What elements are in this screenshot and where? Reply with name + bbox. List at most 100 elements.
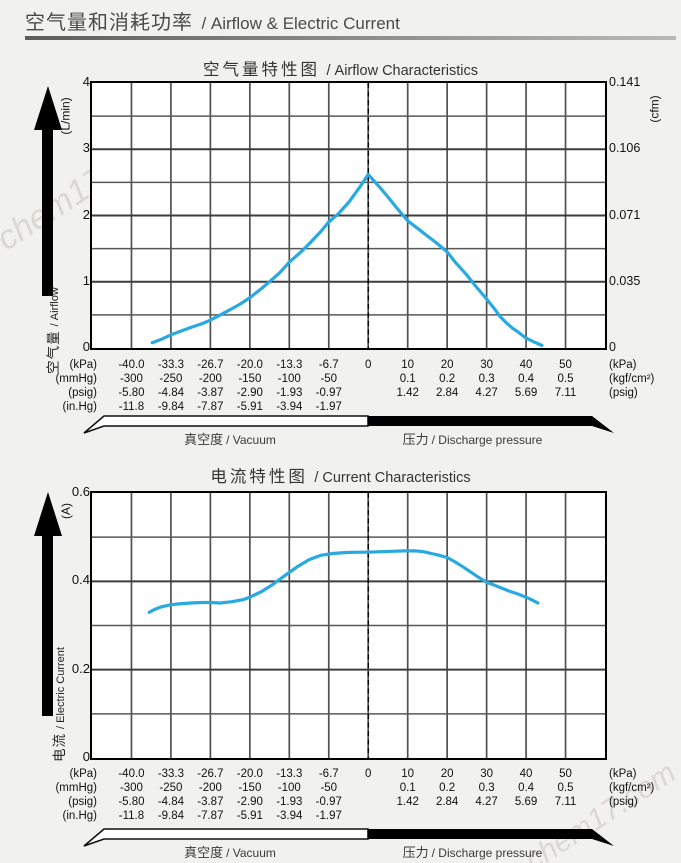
y2-axis-unit-cfm: (cfm)	[648, 95, 663, 123]
current-plot	[90, 491, 607, 760]
y-axis-tick: 1	[82, 272, 90, 288]
y2-axis-tick: 0	[609, 340, 616, 354]
x-axis-unit: (kPa)	[609, 768, 637, 780]
up-arrow-bar	[42, 534, 53, 716]
x-axis-unit: (mmHg)	[55, 373, 97, 385]
x-tick-label: -3.87	[197, 387, 224, 399]
x-tick-label: -100	[277, 782, 301, 794]
y-axis-tick: 4	[82, 74, 90, 89]
x-tick-label: -3.94	[276, 810, 303, 822]
x-tick-label: 1.42	[396, 387, 419, 399]
current-chart-title: 电流特性图 / Current Characteristics	[0, 463, 681, 487]
current-chart-title-cn: 电流特性图	[210, 468, 308, 486]
pressure-arrow-icon	[368, 829, 614, 846]
x-tick-label: 7.11	[554, 796, 577, 808]
x-tick-label: 10	[401, 768, 415, 780]
x-tick-label: -9.84	[157, 810, 185, 822]
airflow-chart-title-en: / Airflow Characteristics	[326, 63, 478, 79]
x-tick-label: 0.3	[478, 782, 495, 794]
vacuum-axis-label: 真空度 / Vacuum	[184, 432, 276, 447]
airflow-axis-en: / Airflow	[48, 286, 61, 326]
x-tick-label: -33.3	[157, 359, 185, 371]
x-tick-label: 50	[559, 768, 572, 780]
x-tick-label: 7.11	[554, 387, 577, 399]
x-tick-label: -11.8	[118, 810, 145, 822]
plot-grid	[92, 83, 605, 348]
x-tick-label: -150	[238, 782, 262, 794]
y-axis-tick: 0	[82, 749, 90, 764]
x-tick-label: -1.93	[276, 796, 303, 808]
x-tick-label: -5.91	[236, 810, 263, 822]
airflow-plot	[90, 81, 607, 350]
x-tick-label: -0.97	[315, 387, 342, 399]
up-arrow-bar	[42, 128, 53, 296]
x-tick-label: -40.0	[118, 359, 145, 371]
x-tick-label: -50	[320, 782, 338, 794]
y-axis-tick: 2	[82, 206, 90, 222]
x-axis-unit: (mmHg)	[55, 782, 97, 794]
x-tick-label: -1.93	[276, 387, 303, 399]
x-tick-label: -13.3	[276, 359, 303, 371]
current-chart-title-en: / Current Characteristics	[314, 470, 471, 486]
x-tick-label: 2.84	[435, 796, 459, 808]
x-tick-label: 40	[519, 359, 533, 371]
x-tick-label: -300	[119, 782, 143, 794]
x-tick-label: 20	[440, 768, 454, 780]
x-tick-label: -6.7	[318, 768, 339, 780]
x-tick-label: 40	[519, 768, 533, 780]
pressure-axis-label: 压力 / Discharge pressure	[402, 432, 543, 447]
x-tick-label: -5.80	[118, 796, 145, 808]
x-axis-unit: (psig)	[68, 796, 97, 808]
x-tick-label: -5.80	[118, 387, 145, 399]
x-axis-unit: (in.Hg)	[62, 401, 97, 413]
page-title-en: / Airflow & Electric Current	[201, 14, 400, 33]
x-tick-label: -3.94	[276, 401, 303, 413]
y-axis-unit-lmin: (L/min)	[59, 97, 73, 135]
x-tick-label: -13.3	[276, 768, 303, 780]
current-curve	[147, 549, 540, 614]
x-tick-label: -3.87	[197, 796, 224, 808]
x-tick-label: -50	[320, 373, 338, 385]
x-tick-label: 0	[365, 359, 372, 371]
x-tick-label: -11.8	[118, 401, 145, 413]
x-tick-label: -6.7	[318, 359, 339, 371]
page-title-cn: 空气量和消耗功率	[25, 12, 193, 34]
x-tick-label: 5.69	[514, 387, 538, 399]
up-arrow-icon	[34, 86, 62, 130]
y2-axis-tick: 0.106	[609, 141, 641, 156]
x-tick-label: 5.69	[514, 796, 538, 808]
x-axis-unit: (kgf/cm²)	[609, 782, 655, 794]
x-tick-label: 30	[480, 359, 493, 371]
axis-direction-arrows	[83, 415, 614, 434]
x-tick-label: 0.4	[518, 373, 535, 385]
x-tick-label: 2.84	[435, 387, 459, 399]
x-tick-label: -7.87	[197, 810, 224, 822]
x-axis-unit: (kPa)	[69, 359, 97, 371]
x-axis-unit: (psig)	[609, 387, 638, 399]
x-tick-label: -40.0	[118, 768, 145, 780]
x-tick-label: -250	[159, 782, 183, 794]
airflow-curve	[150, 172, 544, 347]
x-tick-label: -2.90	[236, 387, 263, 399]
pressure-arrow-icon	[368, 416, 614, 433]
y-axis-tick: 0	[82, 339, 90, 354]
x-tick-label: -300	[119, 373, 143, 385]
title-rule	[25, 36, 676, 40]
x-tick-label: -26.7	[197, 768, 224, 780]
x-tick-label: -1.97	[315, 810, 342, 822]
x-axis-unit: (in.Hg)	[62, 810, 97, 822]
x-axis-unit: (psig)	[609, 796, 638, 808]
axis-direction-arrows	[83, 828, 614, 847]
x-tick-label: 4.27	[475, 796, 498, 808]
x-tick-label: 30	[480, 768, 493, 780]
x-axis-unit: (kgf/cm²)	[609, 373, 655, 385]
x-tick-label: -1.97	[315, 401, 342, 413]
x-tick-label: 4.27	[475, 387, 498, 399]
x-tick-label: 1.42	[396, 796, 419, 808]
x-tick-label: -150	[238, 373, 262, 385]
x-tick-label: -33.3	[157, 768, 185, 780]
x-axis-unit: (kPa)	[69, 768, 97, 780]
plot-grid	[92, 493, 605, 758]
x-tick-label: 0.5	[557, 373, 574, 385]
x-tick-label: 0.1	[399, 373, 416, 385]
